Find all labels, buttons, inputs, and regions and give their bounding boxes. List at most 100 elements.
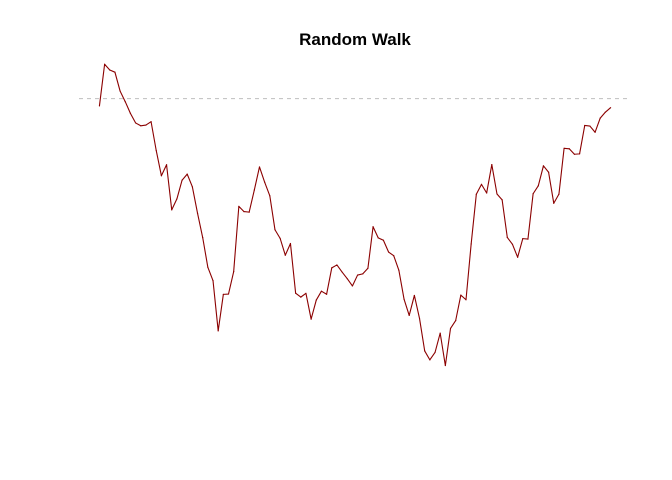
- data-point: [98, 105, 101, 107]
- data-point: [480, 183, 483, 185]
- data-point: [104, 63, 106, 65]
- data-point: [207, 266, 209, 268]
- data-point: [145, 124, 147, 126]
- data-point: [202, 236, 204, 239]
- data-point: [279, 237, 281, 239]
- data-point: [212, 280, 214, 282]
- data-point: [109, 69, 111, 71]
- data-point: [382, 239, 384, 241]
- data-point: [160, 175, 162, 177]
- data-point: [424, 350, 426, 352]
- data-point: [393, 255, 395, 257]
- data-point: [465, 299, 467, 301]
- data-point: [413, 294, 415, 297]
- data-point: [548, 171, 550, 173]
- data-point: [196, 212, 199, 214]
- data-point: [274, 229, 276, 231]
- data-point: [496, 193, 498, 195]
- data-point: [181, 179, 183, 181]
- data-point: [253, 189, 255, 191]
- data-point: [258, 166, 261, 168]
- series-line: [98, 63, 611, 367]
- data-point: [434, 351, 436, 354]
- data-point: [326, 293, 328, 295]
- data-point: [222, 293, 224, 295]
- data-point: [233, 270, 235, 273]
- data-point: [367, 267, 369, 269]
- data-point: [150, 121, 152, 123]
- data-point: [243, 210, 245, 213]
- data-point: [403, 298, 405, 300]
- data-point: [129, 112, 132, 114]
- data-point: [264, 181, 266, 183]
- data-point: [439, 332, 441, 334]
- data-point: [506, 236, 508, 239]
- data-point: [568, 148, 570, 150]
- chart-title: Random Walk: [299, 30, 411, 49]
- data-point: [346, 278, 348, 280]
- data-point: [134, 122, 137, 124]
- data-point: [320, 290, 323, 292]
- data-point: [351, 285, 354, 287]
- data-point: [584, 124, 586, 127]
- data-point: [449, 327, 452, 330]
- data-point: [248, 211, 250, 213]
- data-point: [336, 264, 338, 266]
- data-point: [341, 271, 343, 273]
- data-point: [331, 267, 333, 269]
- data-point: [573, 153, 576, 155]
- data-point: [578, 153, 581, 155]
- data-point: [186, 173, 188, 175]
- data-point: [372, 226, 374, 228]
- data-point: [517, 256, 519, 258]
- data-point: [558, 193, 560, 195]
- data-point: [155, 149, 157, 152]
- data-point: [284, 254, 286, 256]
- data-point: [217, 330, 219, 332]
- data-point: [444, 364, 446, 367]
- data-point: [460, 294, 462, 296]
- data-point: [563, 147, 565, 149]
- data-point: [398, 269, 400, 271]
- data-point: [501, 199, 503, 201]
- data-point: [604, 111, 606, 113]
- data-point: [289, 242, 292, 245]
- data-point: [140, 125, 142, 127]
- data-point: [295, 292, 297, 294]
- data-point: [171, 209, 173, 211]
- data-point: [165, 164, 168, 166]
- series-points: [98, 63, 612, 367]
- data-point: [527, 238, 529, 240]
- data-point: [227, 293, 230, 295]
- data-point: [269, 195, 271, 197]
- data-point: [491, 164, 493, 166]
- data-point: [429, 359, 431, 361]
- data-point: [315, 299, 317, 301]
- data-point: [310, 318, 312, 320]
- data-point: [408, 314, 410, 317]
- data-point: [594, 131, 596, 133]
- data-point: [511, 243, 514, 245]
- data-point: [470, 243, 472, 245]
- data-point: [176, 198, 178, 200]
- data-point: [542, 165, 545, 167]
- data-point: [455, 319, 457, 322]
- data-point: [589, 125, 591, 127]
- data-point: [537, 185, 539, 187]
- data-point: [238, 205, 240, 207]
- data-point: [553, 202, 555, 204]
- data-point: [387, 251, 390, 253]
- data-point: [191, 186, 193, 188]
- data-point: [300, 296, 302, 298]
- data-point: [305, 292, 307, 294]
- data-point: [356, 274, 359, 276]
- data-point: [114, 71, 116, 73]
- data-point: [124, 101, 126, 103]
- data-point: [362, 273, 364, 275]
- data-point: [486, 192, 488, 194]
- data-point: [609, 107, 612, 109]
- data-point: [532, 193, 534, 195]
- data-point: [377, 237, 379, 239]
- data-point: [475, 193, 477, 195]
